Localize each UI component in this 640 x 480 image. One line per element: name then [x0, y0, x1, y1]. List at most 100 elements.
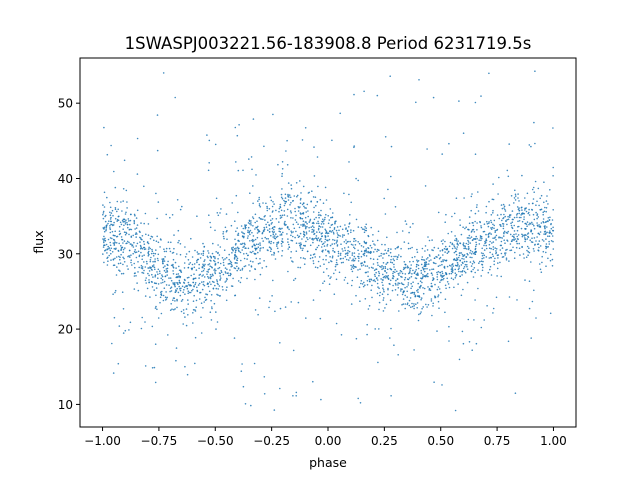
data-point — [182, 309, 185, 311]
data-point — [102, 227, 104, 229]
data-point — [503, 207, 505, 209]
data-point — [117, 208, 119, 211]
data-point — [503, 239, 506, 241]
data-point — [355, 177, 357, 180]
data-point — [308, 226, 310, 229]
data-point — [114, 217, 117, 220]
data-point — [294, 207, 296, 210]
data-point — [183, 282, 186, 284]
data-point — [254, 253, 256, 255]
data-point — [106, 196, 108, 199]
data-point — [255, 174, 257, 176]
data-point — [129, 243, 132, 245]
data-point — [134, 272, 136, 274]
data-point — [351, 266, 354, 268]
data-point — [290, 217, 292, 219]
data-point — [363, 240, 366, 243]
data-point — [370, 279, 373, 281]
data-point — [290, 187, 293, 190]
data-point — [265, 238, 268, 240]
data-point — [110, 247, 113, 250]
data-point — [104, 237, 106, 240]
data-point — [172, 273, 175, 275]
data-point — [179, 282, 181, 284]
data-point — [202, 283, 205, 286]
data-point — [504, 242, 506, 244]
data-point — [520, 227, 523, 230]
data-point — [415, 263, 418, 266]
data-point — [382, 310, 385, 312]
data-point — [218, 285, 221, 287]
data-point — [254, 238, 257, 241]
data-point — [427, 286, 429, 288]
data-point — [512, 236, 515, 238]
data-point — [384, 243, 386, 246]
data-point — [268, 246, 271, 248]
data-point — [232, 277, 234, 280]
data-point — [455, 273, 458, 276]
data-point — [203, 268, 206, 270]
data-point — [521, 209, 523, 211]
data-point — [281, 240, 283, 242]
data-point — [374, 275, 377, 278]
data-point — [200, 332, 203, 334]
data-point — [135, 275, 137, 277]
data-point — [387, 250, 390, 252]
data-point — [151, 286, 154, 288]
data-point — [368, 278, 371, 281]
data-point — [259, 273, 262, 276]
data-point — [404, 273, 407, 275]
data-point — [538, 224, 540, 226]
data-point — [111, 342, 113, 345]
data-point — [382, 284, 384, 287]
data-point — [531, 221, 533, 224]
data-point — [383, 290, 385, 293]
data-point — [354, 247, 356, 250]
data-point — [311, 231, 313, 233]
data-point — [372, 251, 375, 253]
data-point — [530, 337, 532, 339]
data-point — [234, 250, 237, 252]
data-point — [210, 294, 213, 296]
data-point — [526, 238, 529, 240]
data-point — [539, 245, 542, 247]
data-point — [343, 241, 346, 243]
data-point — [427, 257, 429, 259]
data-point — [217, 267, 219, 270]
data-point — [245, 252, 248, 255]
data-point — [273, 409, 276, 411]
data-point — [325, 254, 327, 257]
data-point — [527, 254, 529, 256]
data-point — [274, 226, 276, 228]
data-point — [469, 256, 472, 259]
data-point — [517, 197, 519, 199]
data-point — [248, 264, 250, 266]
data-point — [382, 267, 385, 270]
data-point — [372, 263, 375, 265]
data-point — [202, 250, 205, 253]
data-point — [244, 224, 246, 226]
data-point — [223, 264, 225, 267]
data-point — [104, 240, 107, 242]
data-point — [177, 229, 180, 232]
data-point — [431, 285, 433, 287]
data-point — [347, 246, 350, 248]
data-point — [317, 222, 320, 225]
data-point — [113, 243, 115, 245]
data-point — [444, 245, 447, 248]
data-point — [293, 195, 296, 197]
data-point — [470, 270, 473, 273]
data-point — [157, 268, 160, 271]
data-point — [365, 249, 368, 252]
data-point — [437, 286, 440, 288]
data-point — [162, 299, 165, 302]
data-point — [185, 253, 188, 255]
data-point — [294, 277, 297, 280]
data-point — [316, 201, 319, 203]
data-point — [132, 234, 134, 237]
data-point — [551, 219, 554, 221]
data-point — [471, 193, 473, 195]
data-point — [228, 258, 230, 261]
data-point — [461, 330, 464, 333]
data-point — [515, 246, 518, 249]
